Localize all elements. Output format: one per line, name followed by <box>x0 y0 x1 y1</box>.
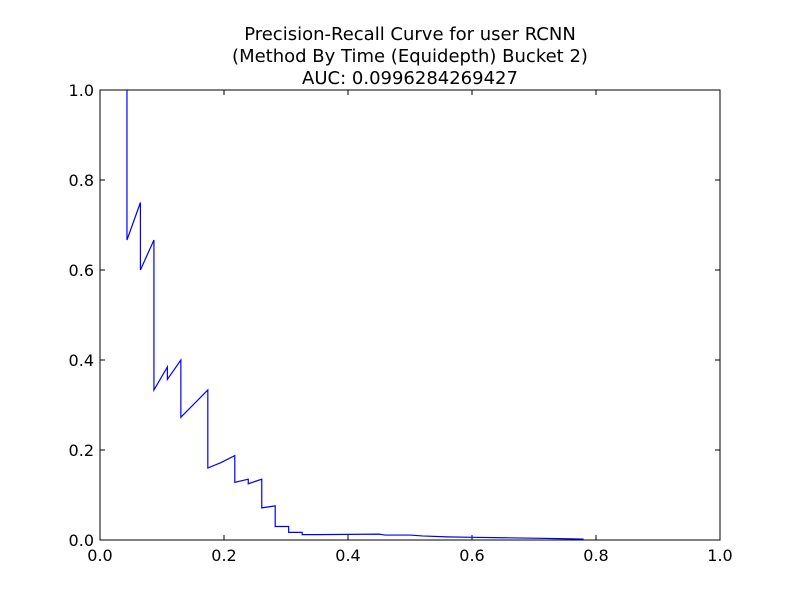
x-tick-label: 0.8 <box>583 546 608 565</box>
x-tick-label: 0.2 <box>211 546 236 565</box>
chart-title-line-1: Precision-Recall Curve for user RCNN <box>244 24 576 45</box>
y-axis-tick-labels: 0.0 0.2 0.4 0.6 0.8 1.0 <box>69 81 94 550</box>
x-tick-label: 0.6 <box>459 546 484 565</box>
y-tick-label: 0.2 <box>69 441 94 460</box>
plot-area <box>99 89 721 541</box>
y-tick-label: 0.4 <box>69 351 94 370</box>
chart-title-line-2: (Method By Time (Equidepth) Bucket 2) <box>232 46 588 67</box>
precision-recall-line <box>126 90 584 540</box>
axis-ticks <box>99 89 721 541</box>
x-axis-tick-labels: 0.0 0.2 0.4 0.6 0.8 1.0 <box>87 546 732 565</box>
x-tick-label: 0.0 <box>87 546 112 565</box>
x-tick-label: 1.0 <box>707 546 732 565</box>
y-tick-label: 1.0 <box>69 81 94 100</box>
y-tick-label: 0.8 <box>69 171 94 190</box>
chart-title-line-3: AUC: 0.0996284269427 <box>302 68 518 89</box>
x-tick-label: 0.4 <box>335 546 360 565</box>
y-tick-label: 0.0 <box>69 531 94 550</box>
y-tick-label: 0.6 <box>69 261 94 280</box>
axes-frame <box>99 89 721 541</box>
